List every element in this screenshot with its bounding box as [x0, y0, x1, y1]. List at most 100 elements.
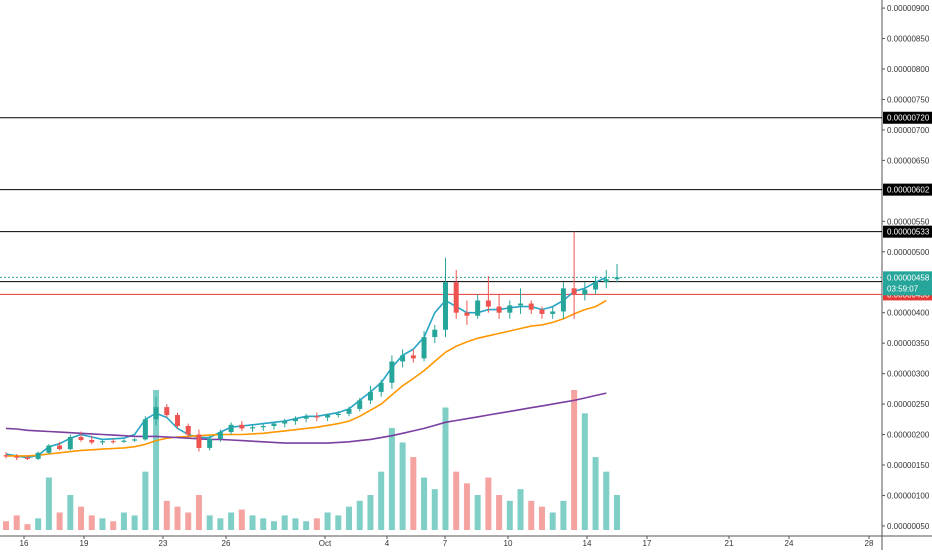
y-tick-label: 0.00000150 [887, 461, 930, 470]
candle-body [400, 355, 406, 362]
candle-body [325, 415, 331, 418]
volume-bar [538, 506, 545, 530]
candle-body [571, 288, 577, 295]
volume-bar [410, 457, 417, 530]
volume-bar [206, 515, 213, 530]
y-tick-label: 0.00000850 [887, 35, 930, 44]
candle-body [442, 282, 448, 330]
price-level-badge [883, 183, 932, 196]
volume-bar [163, 500, 170, 530]
volume-bar [99, 518, 106, 530]
volume-bar [56, 512, 63, 530]
candle-body [217, 432, 223, 439]
candle-body [239, 424, 245, 429]
candle-body [196, 434, 202, 448]
x-tick-label: 19 [80, 539, 89, 548]
volume-bar [270, 521, 277, 530]
x-tick-label: 26 [222, 539, 231, 548]
candle-body [582, 289, 588, 295]
candle-body [453, 282, 459, 313]
candle-body [389, 361, 395, 383]
candle-body [314, 416, 320, 418]
volume-bar [506, 500, 513, 530]
volume-bar [3, 521, 9, 530]
volume-bar [313, 518, 320, 530]
x-tick-label: 23 [159, 539, 168, 548]
volume-bar [603, 471, 610, 530]
volume-bar [528, 500, 535, 530]
volume-bar [517, 489, 524, 530]
volume-bar [45, 477, 52, 530]
volume-bar [281, 515, 288, 530]
volume-bar [195, 495, 202, 530]
price-level-badge [883, 225, 932, 238]
x-tick-label: 17 [643, 539, 652, 548]
y-tick-label: 0.00000550 [887, 217, 930, 226]
candle-body [528, 303, 534, 310]
volume-bar [496, 495, 503, 530]
volume-bar [453, 471, 460, 530]
y-tick-label: 0.00000500 [887, 248, 930, 257]
volume-bar [35, 518, 42, 530]
candle-body [593, 282, 599, 290]
candle-body [260, 426, 266, 428]
y-tick-label: 0.00000350 [887, 339, 930, 348]
price-level-badge [883, 111, 932, 124]
volume-bar [463, 483, 470, 530]
price-level-label: 0.00000602 [887, 186, 930, 195]
volume-bar [324, 512, 331, 530]
candle-body [550, 311, 556, 314]
y-tick-label: 0.00000050 [887, 522, 930, 531]
x-tick-label: 28 [865, 539, 874, 548]
volume-bar [24, 524, 31, 530]
y-tick-label: 0.00000200 [887, 431, 930, 440]
candle-body [67, 436, 73, 450]
x-tick-label: 16 [20, 539, 29, 548]
volume-bar [153, 390, 160, 530]
candle-body [99, 441, 105, 443]
volume-bar [571, 390, 578, 530]
x-tick-label: 14 [583, 539, 592, 548]
candle-body [282, 421, 288, 424]
countdown-label: 03:59:07 [887, 284, 919, 293]
volume-bar [474, 495, 481, 530]
candle-body [303, 416, 309, 419]
x-tick-label: 7 [443, 539, 448, 548]
volume-bar [356, 500, 363, 530]
candle-body [507, 305, 513, 313]
candle-body [271, 423, 277, 426]
y-tick-label: 0.00000700 [887, 126, 930, 135]
volume-bar [78, 506, 85, 530]
volume-bar [335, 515, 342, 530]
candle-body [485, 300, 491, 307]
candle-body [153, 407, 159, 420]
volume-bar [249, 515, 256, 530]
y-tick-label: 0.00000650 [887, 156, 930, 165]
candle-body [46, 445, 52, 453]
volume-bar [549, 512, 556, 530]
volume-bar [67, 495, 74, 530]
volume-bar [88, 515, 95, 530]
volume-bar [110, 521, 117, 530]
y-tick-label: 0.00000750 [887, 95, 930, 104]
candle-body [228, 424, 234, 433]
volume-bar [378, 471, 385, 530]
candle-body [539, 309, 545, 314]
x-tick-label: 4 [385, 539, 390, 548]
candle-body [132, 439, 138, 441]
volume-bar [260, 518, 267, 530]
candle-body [89, 440, 95, 443]
candle-body [121, 440, 127, 442]
moving-average-line [6, 299, 607, 457]
candle-body [518, 303, 524, 306]
candle-body [496, 306, 502, 313]
candle-body [250, 427, 256, 429]
candle-body [78, 436, 84, 441]
y-tick-label: 0.00000400 [887, 309, 930, 318]
volume-bar [292, 518, 299, 530]
candle-body [367, 391, 373, 401]
volume-bar [560, 500, 567, 530]
candle-body [207, 438, 213, 448]
